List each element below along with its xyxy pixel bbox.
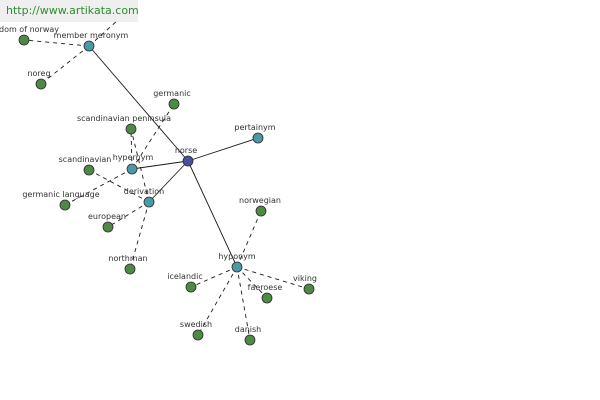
node-label-pertainym[interactable]: pertainym	[234, 123, 275, 132]
node-pertainym[interactable]	[252, 132, 264, 144]
edge-norse-to-hypernym	[131, 160, 189, 170]
node-label-hypernym[interactable]: hypernym	[113, 153, 154, 162]
node-label-scandinavian-peninsula[interactable]: scandinavian peninsula	[77, 114, 171, 123]
node-label-scandinavian[interactable]: scandinavian	[59, 155, 112, 164]
node-norse[interactable]	[182, 155, 194, 167]
edge-derivation-to-scandinavian	[88, 169, 150, 203]
edges-layer	[23, 19, 310, 341]
edge-hypernym-to-germanic-language	[64, 168, 133, 206]
node-derivation[interactable]	[143, 196, 155, 208]
node-danish[interactable]	[244, 334, 256, 346]
node-norwegian[interactable]	[255, 205, 267, 217]
edge-hyponym-to-swedish	[197, 266, 238, 336]
node-label-member-meronym[interactable]: member meronym	[54, 31, 129, 40]
edge-hyponym-to-norwegian	[236, 210, 262, 268]
node-member-meronym[interactable]	[83, 40, 95, 52]
node-label-hyponym[interactable]: hyponym	[218, 252, 256, 261]
node-label-germanic[interactable]: germanic	[153, 89, 191, 98]
edge-derivation-to-northman	[129, 201, 150, 270]
node-hypernym[interactable]	[126, 163, 138, 175]
edge-member-meronym-to-noreg	[40, 45, 90, 85]
node-label-northman[interactable]: northman	[108, 254, 147, 263]
edge-derivation-to-european	[107, 201, 150, 228]
edge-hypernym-to-scandinavian-peninsula	[130, 128, 133, 170]
edge-hyponym-to-faeroese	[236, 266, 268, 299]
node-label-icelandic[interactable]: icelandic	[167, 272, 202, 281]
edge-norse-to-derivation	[148, 160, 189, 203]
node-label-faeroese[interactable]: faeroese	[248, 283, 283, 292]
edge-norse-to-pertainym	[187, 137, 259, 162]
node-label-kingdom-of-norway[interactable]: dom of norway	[0, 25, 59, 34]
edge-hypernym-to-germanic	[131, 103, 175, 170]
node-icelandic[interactable]	[185, 281, 197, 293]
edge-member-meronym-to-banner-corner	[88, 19, 119, 47]
node-label-european[interactable]: european	[88, 212, 126, 221]
node-viking[interactable]	[303, 283, 315, 295]
node-swedish[interactable]	[192, 329, 204, 341]
node-northman[interactable]	[124, 263, 136, 275]
node-faeroese[interactable]	[261, 292, 273, 304]
site-url-text[interactable]: http://www.artikata.com	[6, 4, 138, 17]
edge-norse-to-member-meronym	[88, 45, 189, 162]
edge-hyponym-to-icelandic	[190, 266, 238, 288]
node-label-norse[interactable]: norse	[175, 146, 197, 155]
node-european[interactable]	[102, 221, 114, 233]
node-germanic[interactable]	[168, 98, 180, 110]
edge-norse-to-hyponym	[187, 160, 238, 268]
nodes-layer	[18, 34, 315, 346]
node-label-noreg[interactable]: noreg	[27, 69, 50, 78]
edge-member-meronym-to-kingdom-of-norway	[23, 39, 90, 47]
node-germanic-language[interactable]	[59, 199, 71, 211]
node-noreg[interactable]	[35, 78, 47, 90]
node-kingdom-of-norway[interactable]	[18, 34, 30, 46]
node-hyponym[interactable]	[231, 261, 243, 273]
node-label-viking[interactable]: viking	[293, 274, 317, 283]
node-label-germanic-language[interactable]: germanic language	[22, 190, 99, 199]
node-label-norwegian[interactable]: norwegian	[239, 196, 281, 205]
labels-layer: norse member meronym hypernym derivation per…	[0, 25, 317, 334]
node-scandinavian[interactable]	[83, 164, 95, 176]
node-label-danish[interactable]: danish	[235, 325, 262, 334]
node-label-derivation[interactable]: derivation	[124, 187, 164, 196]
node-label-swedish[interactable]: swedish	[180, 320, 212, 329]
node-scandinavian-peninsula[interactable]	[125, 123, 137, 135]
site-url-banner[interactable]: http://www.artikata.com	[0, 0, 138, 22]
